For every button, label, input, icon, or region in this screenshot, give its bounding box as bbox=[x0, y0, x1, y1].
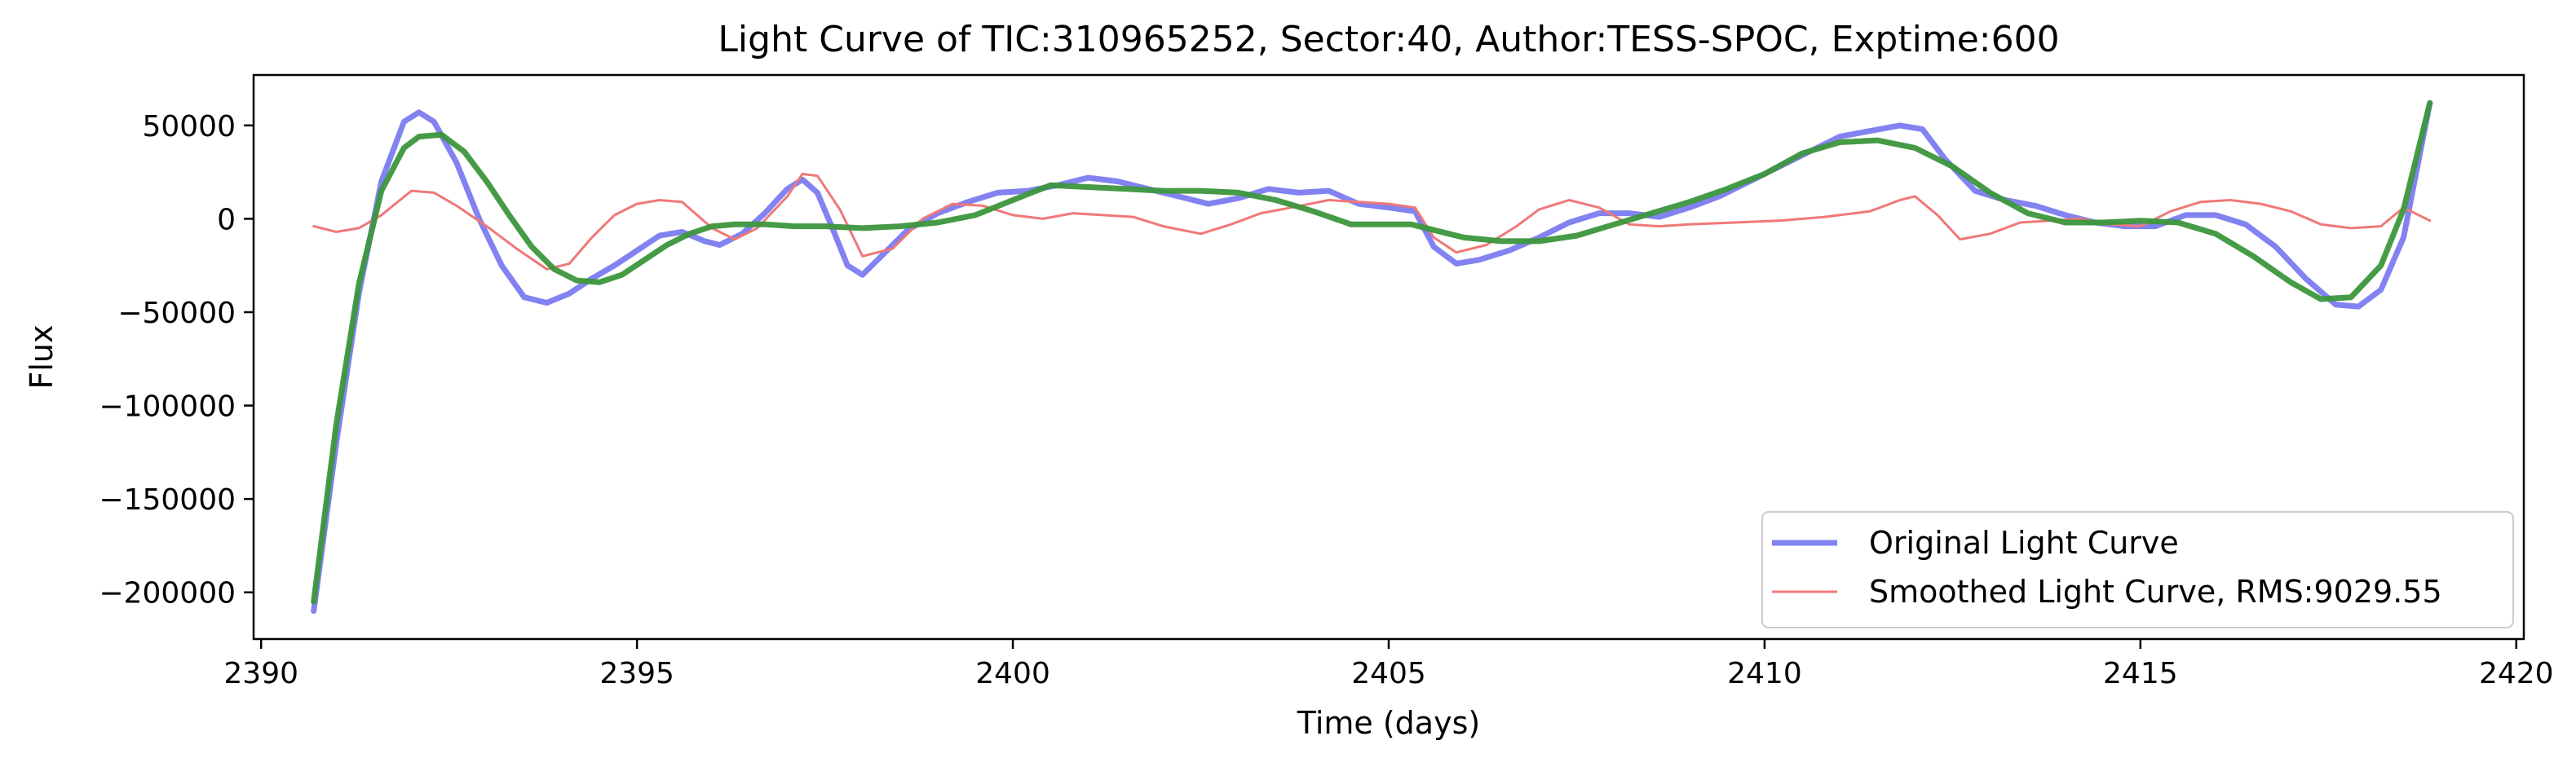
legend: Original Light Curve Smoothed Light Curve… bbox=[1761, 511, 2514, 628]
series-layer bbox=[311, 99, 2433, 615]
x-tick-label: 2405 bbox=[1351, 657, 1426, 690]
x-tick-label: 2415 bbox=[2103, 657, 2178, 690]
series-line-3 bbox=[311, 99, 2433, 605]
x-tick-label: 2410 bbox=[1727, 657, 1802, 690]
legend-box bbox=[1761, 511, 2514, 628]
chart-title: Light Curve of TIC:310965252, Sector:40,… bbox=[718, 19, 2059, 60]
legend-label: Original Light Curve bbox=[1869, 525, 2179, 561]
legend-label: Smoothed Light Curve, RMS:9029.55 bbox=[1869, 574, 2442, 610]
x-axis: 2390 2395 2400 2405 2410 2415 2420 bbox=[223, 639, 2554, 690]
y-tick-label: 0 bbox=[217, 203, 236, 236]
y-tick-label: 50000 bbox=[142, 110, 236, 143]
x-axis-label: Time (days) bbox=[1297, 705, 1480, 741]
y-tick-label: −50000 bbox=[117, 297, 236, 330]
y-tick-label: −200000 bbox=[99, 577, 236, 611]
x-tick-label: 2420 bbox=[2479, 657, 2554, 690]
x-tick-label: 2400 bbox=[975, 657, 1050, 690]
y-axis-label: Flux bbox=[24, 325, 60, 390]
y-axis: 50000 0 −50000 −100000 −150000 −200000 bbox=[99, 110, 254, 611]
y-tick-label: −100000 bbox=[99, 390, 236, 424]
y-tick-label: −150000 bbox=[99, 483, 236, 517]
x-tick-label: 2395 bbox=[599, 657, 674, 690]
x-tick-label: 2390 bbox=[223, 657, 298, 690]
series-line-1 bbox=[311, 99, 2433, 615]
